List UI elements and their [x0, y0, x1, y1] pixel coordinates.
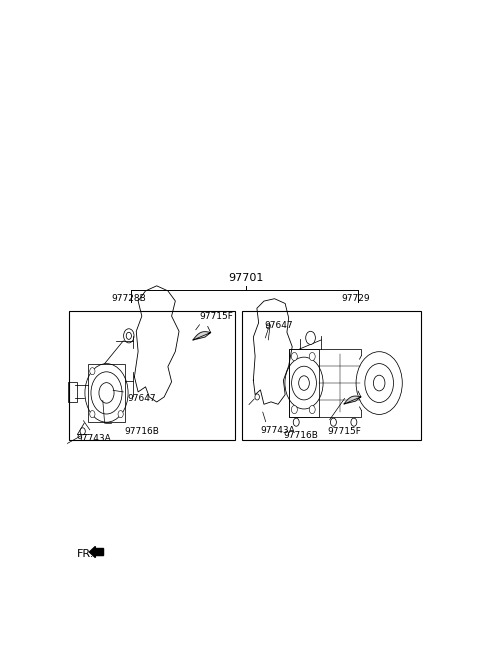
Text: 97729: 97729: [341, 295, 370, 304]
Circle shape: [306, 331, 315, 344]
Circle shape: [291, 405, 297, 414]
Circle shape: [293, 418, 299, 426]
Text: FR.: FR.: [77, 548, 94, 558]
Text: 97647: 97647: [264, 321, 293, 330]
Circle shape: [291, 352, 297, 361]
Text: 97743A: 97743A: [76, 434, 111, 443]
Text: 97728B: 97728B: [111, 295, 146, 304]
Circle shape: [255, 394, 259, 400]
Circle shape: [90, 411, 95, 418]
Bar: [68, 382, 77, 402]
Bar: [361, 356, 372, 411]
Circle shape: [309, 405, 315, 414]
Text: 97715F: 97715F: [328, 427, 362, 436]
Bar: [69, 311, 235, 440]
Bar: [88, 363, 125, 422]
Bar: [289, 349, 361, 417]
Circle shape: [330, 418, 336, 426]
Text: 97716B: 97716B: [124, 427, 159, 436]
Polygon shape: [193, 332, 211, 340]
Circle shape: [351, 418, 357, 426]
Bar: [242, 311, 421, 440]
Text: 97716B: 97716B: [283, 431, 318, 440]
Polygon shape: [344, 396, 361, 404]
Text: 97647: 97647: [127, 394, 156, 403]
Circle shape: [80, 428, 85, 435]
FancyArrow shape: [89, 546, 104, 558]
Circle shape: [90, 367, 95, 375]
Bar: [289, 349, 319, 417]
Circle shape: [118, 411, 123, 418]
Circle shape: [266, 323, 270, 329]
Circle shape: [309, 352, 315, 361]
Text: 97715F: 97715F: [200, 312, 233, 321]
Text: 97701: 97701: [228, 274, 264, 283]
Text: 97743A: 97743A: [260, 426, 295, 435]
